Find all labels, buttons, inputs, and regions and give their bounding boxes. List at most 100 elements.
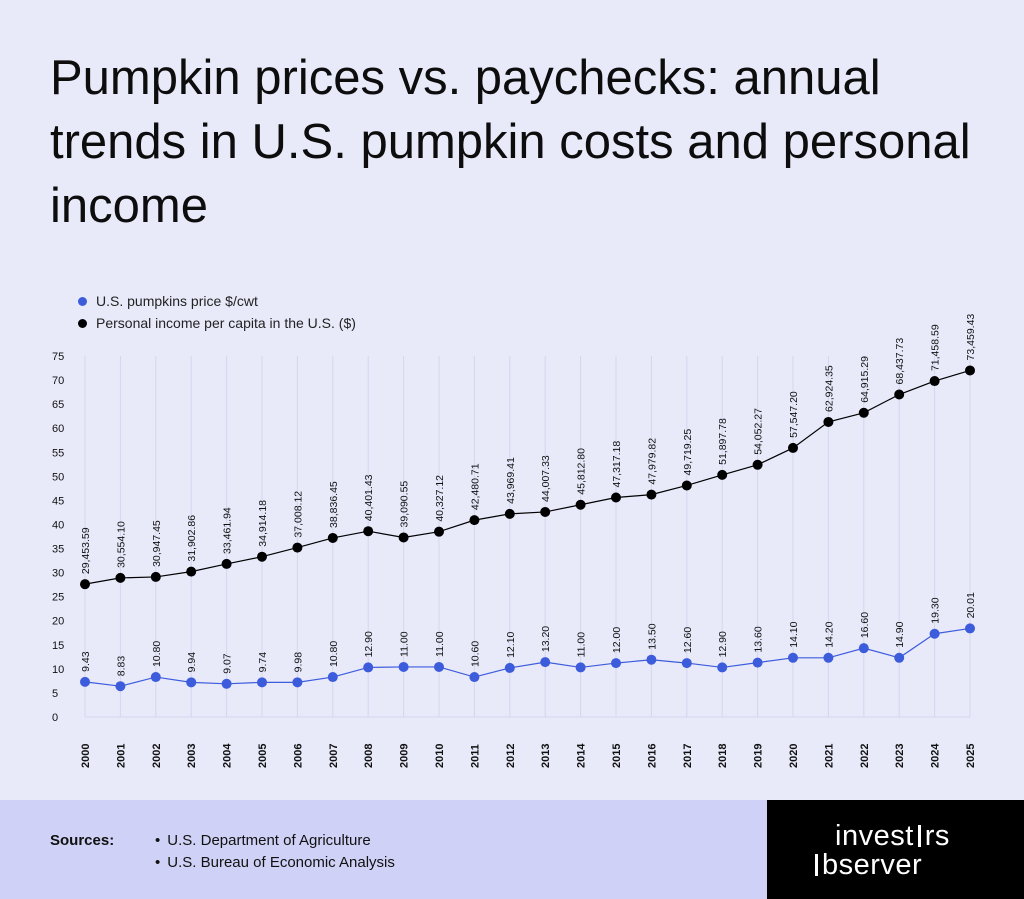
income-data-label: 44,007.33	[540, 455, 552, 502]
y-tick-label: 30	[52, 568, 64, 580]
pumpkin-price-point	[398, 661, 409, 672]
income-point	[858, 407, 869, 418]
x-tick-label: 2025	[965, 744, 977, 768]
x-tick-label: 2017	[682, 744, 694, 768]
income-point	[788, 442, 798, 453]
pumpkin-price-point	[894, 652, 905, 663]
y-tick-label: 75	[52, 351, 64, 363]
income-point	[681, 480, 692, 491]
pumpkin-price-data-label: 13.20	[540, 626, 552, 652]
legend-item-income: Personal income per capita in the U.S. (…	[78, 312, 356, 334]
income-data-label: 37,008.12	[292, 491, 304, 538]
pumpkin-price-point	[292, 677, 303, 688]
pumpkin-price-data-label: 11.00	[399, 631, 411, 657]
pumpkin-price-data-label: 12.60	[682, 627, 694, 653]
income-point	[327, 532, 338, 543]
pumpkin-price-point	[327, 672, 338, 683]
income-point	[752, 459, 763, 470]
pumpkin-price-data-label: 9.07	[222, 653, 234, 674]
sources-list: U.S. Department of Agriculture U.S. Bure…	[155, 830, 395, 874]
pumpkin-price-data-label: 11.00	[576, 632, 588, 658]
income-data-label: 42,480.71	[469, 463, 481, 510]
income-data-label: 64,915.29	[859, 356, 871, 403]
income-point	[540, 506, 551, 517]
income-point	[363, 526, 374, 537]
income-data-label: 57,547.20	[788, 391, 800, 438]
income-point	[398, 532, 409, 543]
x-tick-label: 2001	[115, 744, 127, 768]
pumpkin-price-line	[84, 627, 971, 687]
legend-marker-pumpkin	[78, 296, 87, 306]
pumpkin-price-data-label: 20.01	[965, 592, 977, 618]
x-tick-label: 2011	[469, 744, 481, 768]
pumpkin-price-point	[752, 657, 763, 668]
x-tick-label: 2023	[894, 744, 906, 768]
pumpkin-price-data-label: 13.60	[753, 626, 765, 652]
pumpkin-price-data-label: 11.00	[434, 631, 446, 657]
pumpkin-price-point	[363, 662, 374, 673]
pumpkin-price-point	[823, 652, 834, 663]
pumpkin-price-point	[221, 678, 232, 689]
income-point	[646, 489, 657, 500]
y-tick-label: 45	[52, 495, 64, 507]
x-tick-label: 2005	[257, 744, 269, 768]
income-data-label: 43,969.41	[505, 457, 517, 504]
pumpkin-price-data-label: 19.30	[930, 597, 942, 623]
sources-footer: Sources: U.S. Department of Agriculture …	[0, 800, 767, 899]
y-tick-label: 50	[52, 471, 64, 483]
y-tick-label: 5	[52, 688, 58, 700]
income-point	[469, 515, 480, 526]
income-point	[965, 365, 975, 376]
x-tick-label: 2009	[399, 744, 411, 768]
income-line	[84, 369, 971, 585]
income-point	[257, 551, 267, 562]
x-tick-label: 2016	[646, 744, 658, 768]
x-tick-label: 2022	[859, 744, 871, 768]
pumpkin-price-point	[858, 643, 869, 654]
x-tick-label: 2004	[222, 743, 234, 768]
x-tick-label: 2012	[505, 744, 517, 768]
legend-item-pumpkin: U.S. pumpkins price $/cwt	[78, 290, 356, 312]
chart-legend: U.S. pumpkins price $/cwt Personal incom…	[78, 290, 356, 334]
pumpkin-price-data-label: 14.90	[894, 621, 906, 647]
brand-logo-line2: bserver	[811, 849, 922, 882]
income-point	[611, 492, 621, 503]
x-tick-label: 2008	[363, 744, 375, 768]
pumpkin-price-point	[434, 661, 444, 672]
y-tick-label: 15	[52, 640, 64, 652]
y-tick-label: 0	[52, 712, 58, 724]
income-point	[292, 542, 303, 553]
pumpkin-price-point	[150, 672, 161, 683]
legend-label-pumpkin: U.S. pumpkins price $/cwt	[96, 293, 258, 309]
pumpkin-price-data-label: 14.10	[788, 621, 800, 647]
y-tick-label: 70	[52, 375, 64, 387]
income-point	[80, 579, 90, 590]
income-point	[823, 416, 834, 427]
x-tick-label: 2003	[186, 744, 198, 768]
income-data-label: 31,902.86	[186, 515, 198, 562]
income-data-label: 54,052.27	[753, 408, 765, 455]
pumpkin-price-data-label: 12.00	[611, 627, 623, 653]
x-tick-label: 2015	[611, 744, 623, 768]
income-data-label: 33,461.94	[222, 507, 234, 554]
chart-title: Pumpkin prices vs. paychecks: annual tre…	[50, 51, 971, 233]
income-point	[717, 469, 728, 480]
pumpkin-price-data-label: 12.10	[505, 631, 517, 657]
income-point	[894, 389, 905, 400]
pumpkin-price-data-label: 10.80	[151, 641, 163, 667]
pumpkin-price-point	[929, 628, 940, 639]
income-data-label: 39,090.55	[399, 481, 411, 528]
source-item: U.S. Bureau of Economic Analysis	[155, 852, 395, 874]
pumpkin-price-data-label: 12.90	[363, 631, 375, 657]
pumpkin-price-point	[504, 662, 515, 673]
income-data-label: 38,836.45	[328, 481, 340, 528]
x-tick-label: 2000	[80, 744, 92, 768]
x-tick-label: 2006	[292, 744, 304, 768]
pumpkin-price-data-label: 9.74	[257, 652, 269, 673]
income-data-label: 68,437.73	[894, 338, 906, 385]
x-tick-label: 2019	[753, 744, 765, 768]
y-tick-label: 25	[52, 592, 64, 604]
x-tick-label: 2013	[540, 744, 552, 768]
pumpkin-price-data-label: 9.43	[80, 651, 92, 672]
x-tick-label: 2002	[151, 744, 163, 768]
